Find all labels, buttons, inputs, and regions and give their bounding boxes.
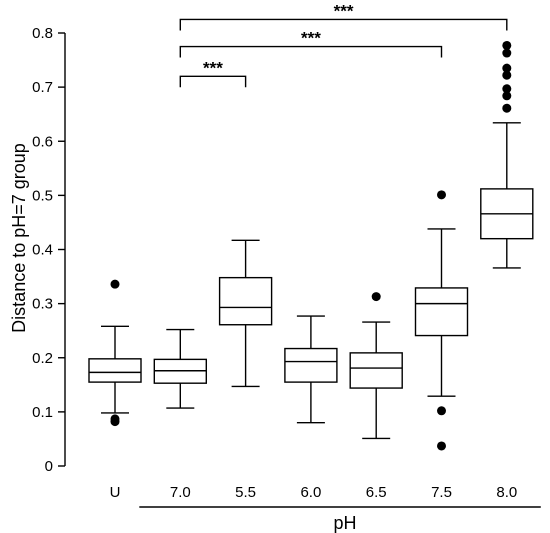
x-tick-label: 6.0 xyxy=(300,484,321,501)
significance-label: *** xyxy=(334,1,354,20)
significance-label: *** xyxy=(301,29,321,48)
box-iqr xyxy=(88,358,142,383)
box-iqr xyxy=(284,347,338,383)
outlier-point xyxy=(502,91,512,101)
outlier-point xyxy=(110,417,120,427)
y-tick-label: 0.7 xyxy=(32,79,53,96)
y-tick-label: 0.5 xyxy=(32,187,53,204)
x-tick-label: 7.0 xyxy=(170,484,191,501)
x-axis-title: pH xyxy=(333,513,356,533)
outlier-point xyxy=(502,63,512,73)
y-axis-title: Distance to pH=7 group xyxy=(9,143,29,333)
significance-bracket xyxy=(179,75,247,88)
outlier-point xyxy=(502,40,512,50)
outlier-point xyxy=(437,441,446,451)
outlier-point xyxy=(502,70,512,80)
outlier-point xyxy=(502,84,512,94)
x-tick-label: 5.5 xyxy=(235,484,256,501)
outlier-point xyxy=(502,48,512,58)
significance-bracket xyxy=(179,18,508,31)
y-tick-label: 0.1 xyxy=(32,404,53,421)
y-tick-label: 0.2 xyxy=(32,350,53,367)
outlier-point xyxy=(437,406,446,416)
y-tick-label: 0.6 xyxy=(32,133,53,150)
significance-label: *** xyxy=(203,58,223,77)
significance-bracket xyxy=(179,45,443,58)
y-tick-label: 0.4 xyxy=(32,242,53,259)
box-iqr xyxy=(414,287,469,337)
y-tick-label: 0.8 xyxy=(32,25,53,42)
box-iqr xyxy=(218,276,273,326)
outlier-point xyxy=(110,279,120,289)
x-tick-label: 6.5 xyxy=(366,484,387,501)
x-tick-label: 7.5 xyxy=(431,484,452,501)
outlier-point xyxy=(371,292,381,302)
x-tick-label: 8.0 xyxy=(496,484,517,501)
x-tick-label: U xyxy=(110,484,121,501)
box-iqr xyxy=(349,352,403,389)
y-tick-label: 0.3 xyxy=(32,296,53,313)
y-tick-label: 0 xyxy=(45,458,53,475)
outlier-point xyxy=(437,190,446,200)
outlier-point xyxy=(502,103,512,113)
